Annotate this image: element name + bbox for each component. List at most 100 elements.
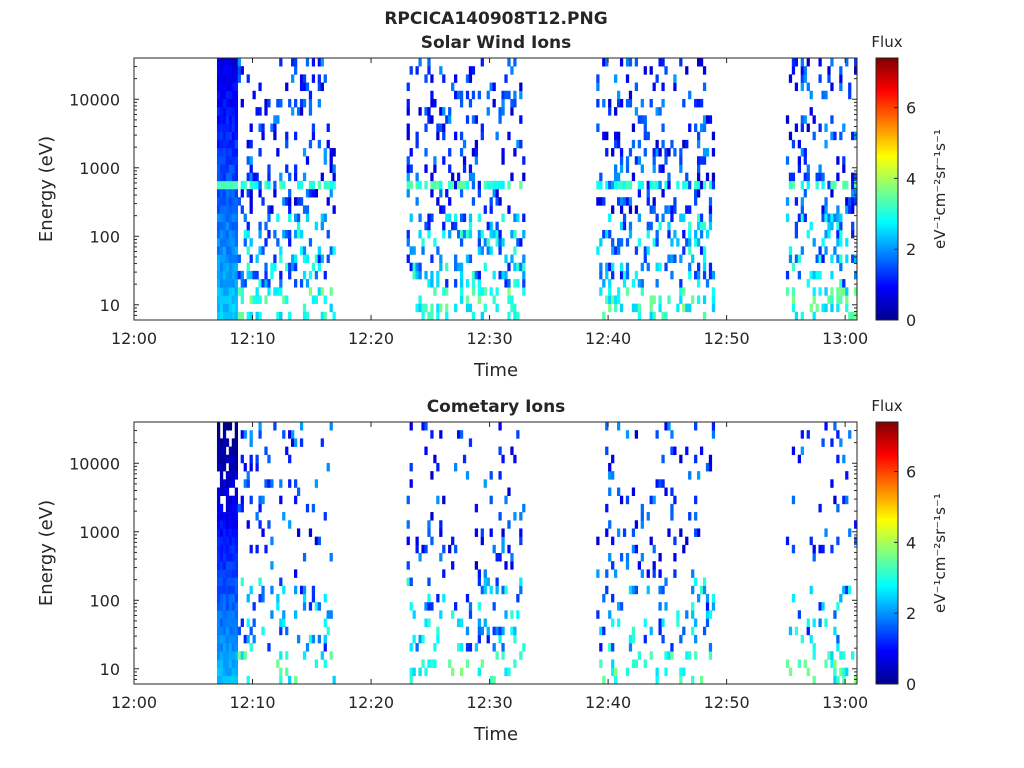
heatmap-cell	[282, 618, 286, 627]
heatmap-cell	[430, 430, 434, 439]
heatmap-cell	[225, 667, 230, 677]
heatmap-cell	[448, 229, 452, 239]
heatmap-cell	[454, 279, 458, 288]
heatmap-cell	[480, 311, 484, 321]
heatmap-cell	[296, 197, 301, 206]
heatmap-cell	[788, 180, 793, 190]
heatmap-cell	[234, 512, 239, 521]
heatmap-cell	[631, 279, 636, 288]
heatmap-cell	[507, 58, 511, 67]
heatmap-cell	[228, 561, 233, 570]
heatmap-cell	[711, 303, 716, 313]
heatmap-cell	[231, 446, 236, 456]
heatmap-cell	[267, 479, 271, 488]
heatmap-cell	[320, 221, 324, 231]
heatmap-cell	[279, 180, 283, 190]
heatmap-cell	[519, 115, 523, 124]
heatmap-cell	[824, 90, 828, 100]
heatmap-cell	[667, 295, 671, 304]
heatmap-cell	[602, 229, 606, 239]
heatmap-cell	[222, 205, 227, 214]
heatmap-cell	[237, 651, 241, 660]
heatmap-cell	[611, 561, 615, 570]
heatmap-cell	[234, 107, 239, 116]
heatmap-cell	[646, 229, 650, 239]
heatmap-cell	[664, 422, 668, 431]
heatmap-cell	[614, 164, 618, 173]
colorbar-label: eV⁻¹cm⁻²sr⁻¹s⁻¹	[931, 493, 949, 613]
heatmap-cell	[696, 221, 701, 231]
heatmap-cell	[634, 156, 639, 165]
heatmap-cell	[270, 561, 274, 570]
heatmap-cell	[602, 675, 606, 685]
heatmap-cell	[652, 495, 656, 505]
heatmap-cell	[608, 262, 612, 272]
heatmap-cell	[219, 577, 224, 587]
heatmap-cell	[234, 131, 239, 141]
heatmap-cell	[836, 238, 840, 247]
heatmap-cell	[430, 115, 434, 124]
heatmap-cell	[495, 303, 499, 313]
heatmap-cell	[409, 675, 413, 685]
heatmap-cell	[504, 254, 508, 263]
heatmap-cell	[249, 311, 253, 321]
heatmap-cell	[625, 553, 630, 562]
heatmap-cell	[436, 634, 440, 644]
heatmap-cell	[231, 618, 236, 627]
heatmap-cell	[688, 246, 692, 255]
heatmap-cell	[851, 221, 855, 231]
heatmap-cell	[225, 139, 230, 149]
heatmap-cell	[696, 156, 701, 165]
heatmap-cell	[433, 98, 437, 108]
heatmap-cell	[631, 544, 636, 554]
heatmap-cell	[406, 172, 410, 182]
heatmap-cell	[427, 58, 431, 67]
heatmap-cell	[294, 98, 298, 108]
heatmap-cell	[288, 311, 292, 321]
heatmap-cell	[800, 430, 804, 439]
heatmap-cell	[667, 148, 671, 157]
heatmap-cell	[237, 270, 241, 280]
heatmap-cell	[323, 148, 327, 157]
heatmap-cell	[614, 675, 618, 685]
heatmap-cell	[797, 454, 801, 464]
heatmap-cell	[451, 82, 455, 92]
heatmap-cell	[507, 295, 511, 304]
heatmap-cell	[302, 74, 307, 83]
heatmap-cell	[839, 131, 843, 141]
heatmap-cell	[688, 123, 692, 132]
heatmap-cell	[468, 66, 473, 75]
heatmap-cell	[465, 471, 470, 480]
heatmap-cell	[682, 98, 686, 108]
heatmap-cell	[439, 610, 443, 619]
heatmap-cell	[854, 287, 858, 296]
heatmap-cell	[504, 585, 508, 595]
heatmap-cell	[231, 131, 236, 141]
heatmap-cell	[803, 66, 807, 75]
heatmap-cell	[409, 602, 413, 611]
heatmap-cell	[412, 262, 416, 272]
heatmap-cell	[234, 675, 239, 685]
heatmap-cell	[234, 438, 239, 447]
heatmap-cell	[219, 634, 224, 644]
heatmap-cell	[785, 213, 790, 223]
heatmap-cell	[611, 180, 615, 190]
heatmap-cell	[854, 254, 858, 263]
heatmap-cell	[228, 503, 233, 513]
heatmap-cell	[830, 254, 834, 263]
heatmap-cell	[708, 454, 713, 464]
heatmap-cell	[222, 553, 227, 562]
heatmap-cell	[848, 197, 852, 206]
heatmap-cell	[812, 131, 816, 141]
heatmap-cell	[240, 651, 244, 660]
heatmap-cell	[661, 311, 665, 321]
heatmap-cell	[637, 238, 641, 247]
heatmap-cell	[427, 602, 431, 611]
heatmap-cell	[302, 553, 307, 562]
heatmap-cell	[622, 197, 627, 206]
heatmap-cell	[225, 643, 230, 652]
heatmap-cell	[616, 197, 621, 206]
heatmap-cell	[320, 311, 324, 321]
heatmap-cell	[507, 90, 511, 100]
